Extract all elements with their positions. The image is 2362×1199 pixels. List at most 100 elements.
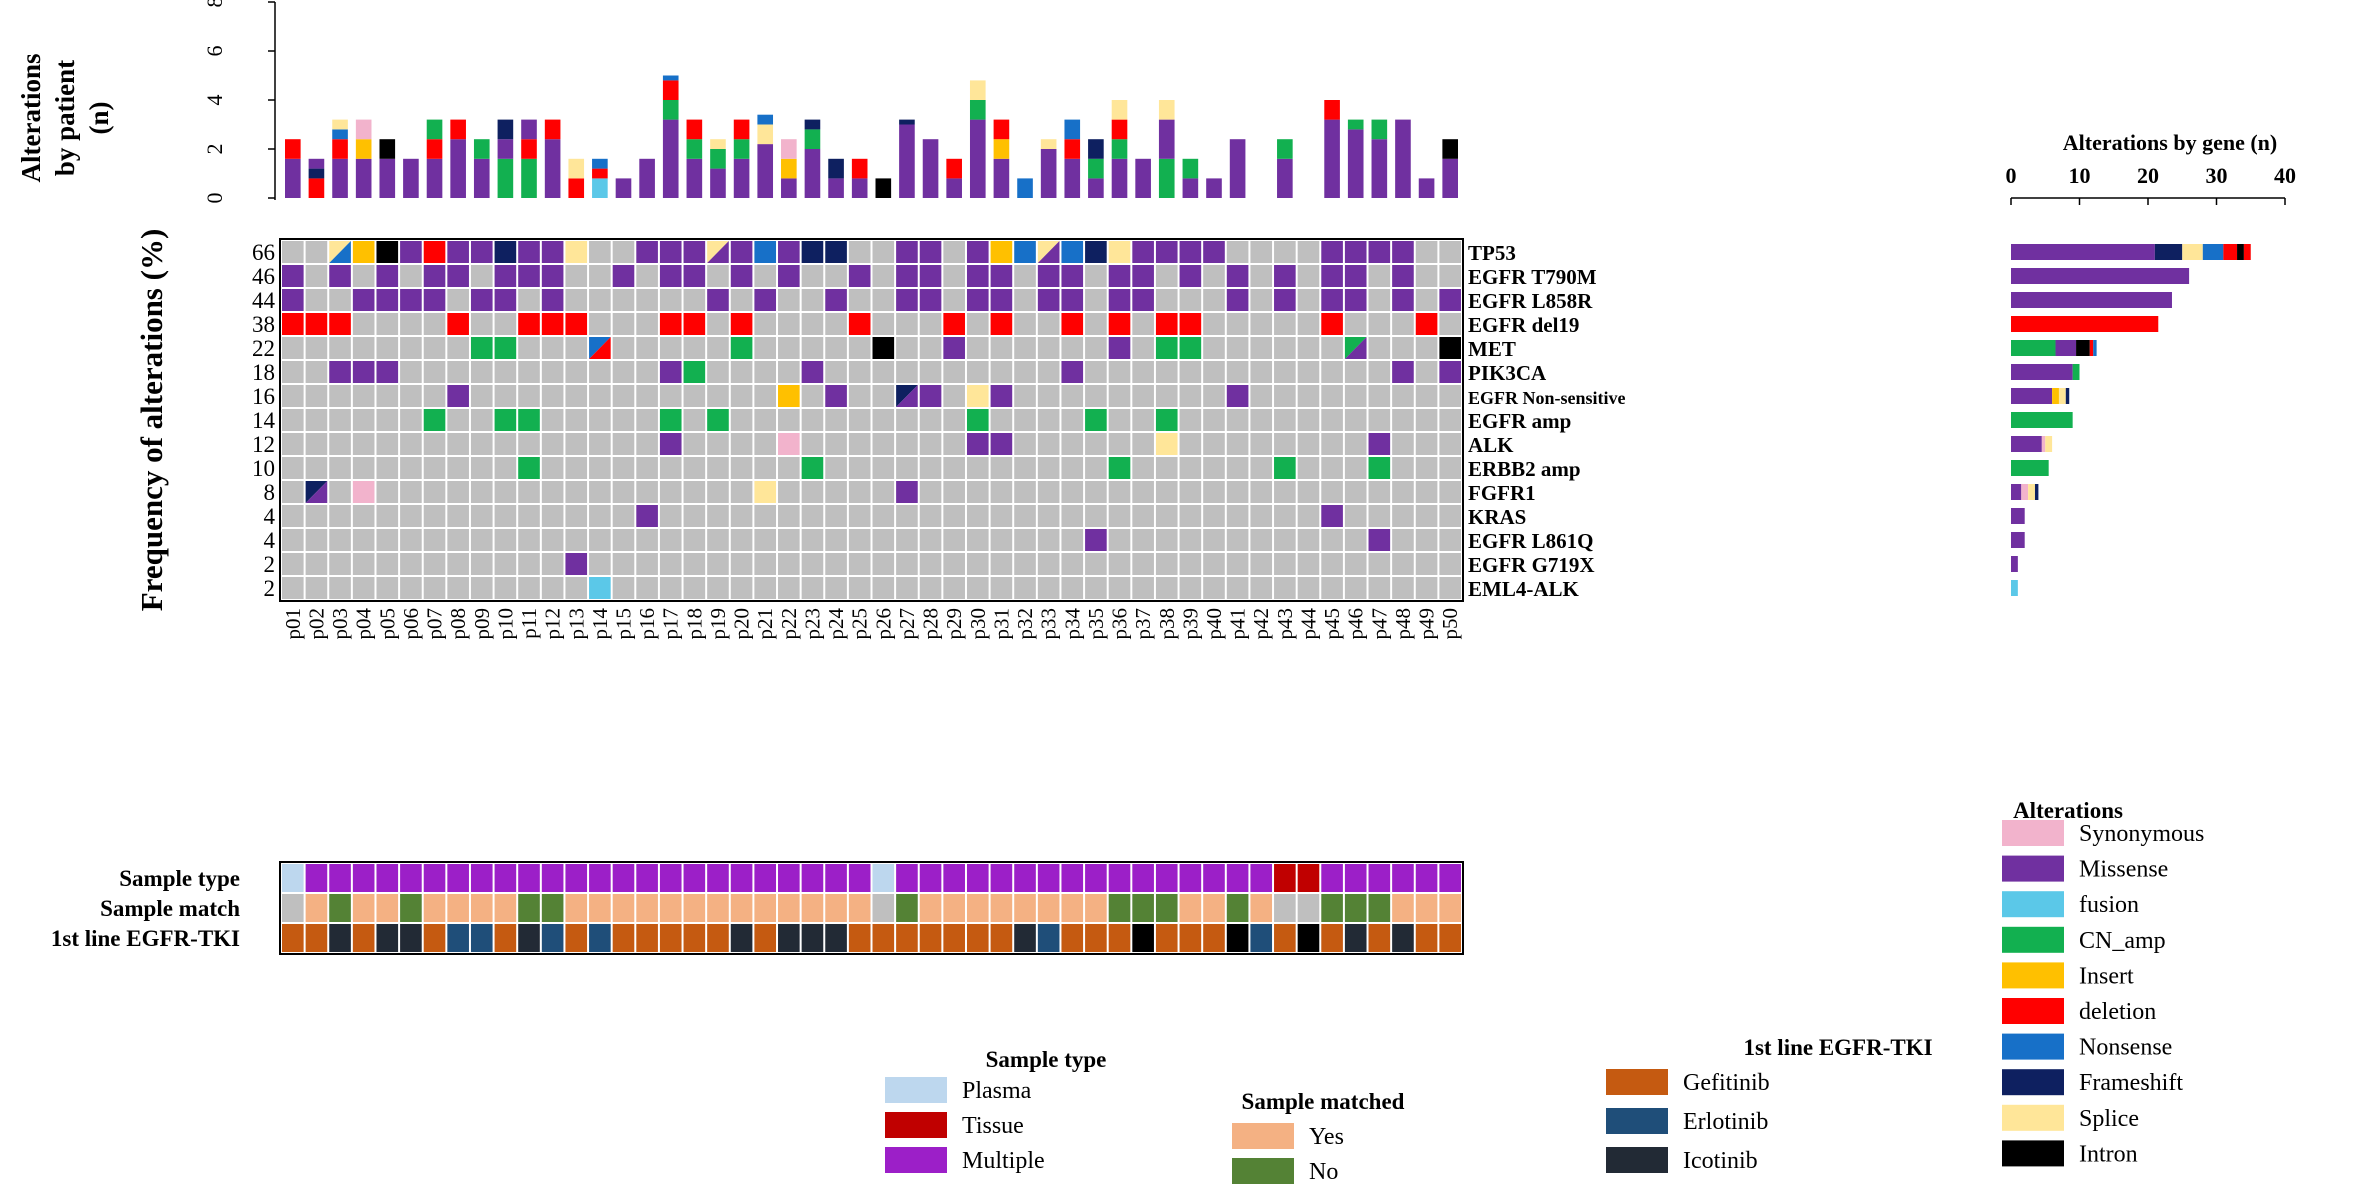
grid-cell xyxy=(1108,553,1131,575)
grid-cell xyxy=(1155,385,1178,407)
patient-label: p44 xyxy=(1296,608,1320,640)
grid-cell xyxy=(494,505,517,527)
sample-cell xyxy=(352,924,375,952)
grid-cell xyxy=(730,289,753,311)
grid-cell xyxy=(636,577,658,599)
sample-cell xyxy=(683,894,706,922)
sample-cell xyxy=(1108,864,1131,892)
grid-cell xyxy=(1014,289,1036,311)
grid-cell xyxy=(1439,313,1461,335)
grid-cell xyxy=(1108,577,1131,599)
patient-label: p42 xyxy=(1249,608,1273,640)
grid-cell xyxy=(1014,409,1036,431)
grid-cell xyxy=(896,505,918,527)
legend-label: CN_amp xyxy=(2079,928,2166,954)
patient-bar-segment xyxy=(1277,158,1293,198)
grid-cell xyxy=(1439,433,1461,455)
patient-bar-segment xyxy=(592,158,608,169)
grid-cell xyxy=(518,385,540,407)
top-y-tick-label: 4 xyxy=(202,95,227,106)
gene-frequency-label: 44 xyxy=(252,288,276,313)
grid-cell xyxy=(683,577,706,599)
grid-cell xyxy=(447,361,469,383)
grid-cell xyxy=(1014,433,1036,455)
gene-bar-segment xyxy=(2089,340,2094,356)
grid-cell xyxy=(730,409,753,431)
grid-cell xyxy=(518,577,540,599)
grid-cell xyxy=(919,289,942,311)
sample-cell xyxy=(1179,924,1202,952)
grid-cell xyxy=(1037,409,1060,431)
patient-bar-segment xyxy=(1324,100,1340,120)
grid-cell xyxy=(305,265,328,287)
grid-cell xyxy=(329,361,351,383)
grid-cell xyxy=(990,577,1013,599)
legend-label: No xyxy=(1309,1159,1338,1185)
legend-label: Yes xyxy=(1309,1124,1344,1150)
patient-label: p49 xyxy=(1415,608,1439,640)
grid-cell xyxy=(541,241,564,263)
grid-cell xyxy=(423,361,446,383)
grid-cell xyxy=(400,289,422,311)
grid-cell xyxy=(423,409,446,431)
patient-bar-segment xyxy=(1277,139,1293,159)
grid-cell xyxy=(707,361,729,383)
patient-label: p22 xyxy=(777,608,801,640)
grid-cell xyxy=(1132,505,1154,527)
sample-cell xyxy=(282,864,304,892)
patient-bar-segment xyxy=(426,119,443,140)
grid-cell xyxy=(1297,241,1320,263)
sample-cell xyxy=(1108,924,1131,952)
legend-title-sample_matched: Sample matched xyxy=(1242,1089,1405,1114)
patient-label: p32 xyxy=(1013,608,1037,640)
patient-bar-segment xyxy=(1040,149,1057,198)
grid-cell xyxy=(352,265,375,287)
y-axis-title: Frequency of alterations (%) xyxy=(134,229,169,612)
legend-title-sample_type: Sample type xyxy=(986,1047,1107,1072)
grid-cell xyxy=(612,529,635,551)
sample-cell xyxy=(730,894,753,922)
grid-cell xyxy=(1297,505,1320,527)
sample-cell xyxy=(707,894,729,922)
grid-cell xyxy=(848,457,871,479)
grid-cell xyxy=(1179,457,1202,479)
patient-bar-segment xyxy=(1088,139,1104,159)
patient-bar-segment xyxy=(781,158,797,179)
grid-cell xyxy=(801,409,824,431)
grid-cell xyxy=(565,457,588,479)
gene-bar-segment xyxy=(2011,340,2056,356)
patient-bar-segment xyxy=(710,149,726,169)
patient-bar-segment xyxy=(355,158,372,198)
grid-cell xyxy=(1061,409,1084,431)
patient-bar-segment xyxy=(521,119,537,140)
sample-cell xyxy=(400,864,422,892)
grid-cell xyxy=(754,553,777,575)
patient-bar-segment xyxy=(828,178,844,198)
grid-cell xyxy=(1226,337,1249,359)
grid-cell xyxy=(707,529,729,551)
sample-cell xyxy=(565,894,588,922)
grid-cell xyxy=(1203,505,1225,527)
grid-cell xyxy=(494,529,517,551)
grid-cell xyxy=(1085,433,1107,455)
grid-cell xyxy=(872,529,895,551)
sample-cell xyxy=(305,924,328,952)
sample-cell xyxy=(541,864,564,892)
grid-cell xyxy=(1274,409,1296,431)
grid-cell xyxy=(825,457,847,479)
grid-cell xyxy=(848,433,871,455)
legend-label: fusion xyxy=(2079,892,2139,918)
grid-cell xyxy=(636,553,658,575)
grid-cell xyxy=(376,553,399,575)
grid-cell xyxy=(707,457,729,479)
gene-label: EGFR del19 xyxy=(1468,313,1579,337)
sample-cell xyxy=(896,924,918,952)
grid-cell xyxy=(754,241,777,263)
grid-cell xyxy=(966,529,989,551)
gene-frequency-label: 18 xyxy=(252,360,275,385)
grid-cell xyxy=(1321,385,1343,407)
patient-bar-segment xyxy=(379,158,396,198)
grid-cell xyxy=(919,313,942,335)
grid-cell xyxy=(470,241,493,263)
patient-bar-segment xyxy=(781,139,797,159)
